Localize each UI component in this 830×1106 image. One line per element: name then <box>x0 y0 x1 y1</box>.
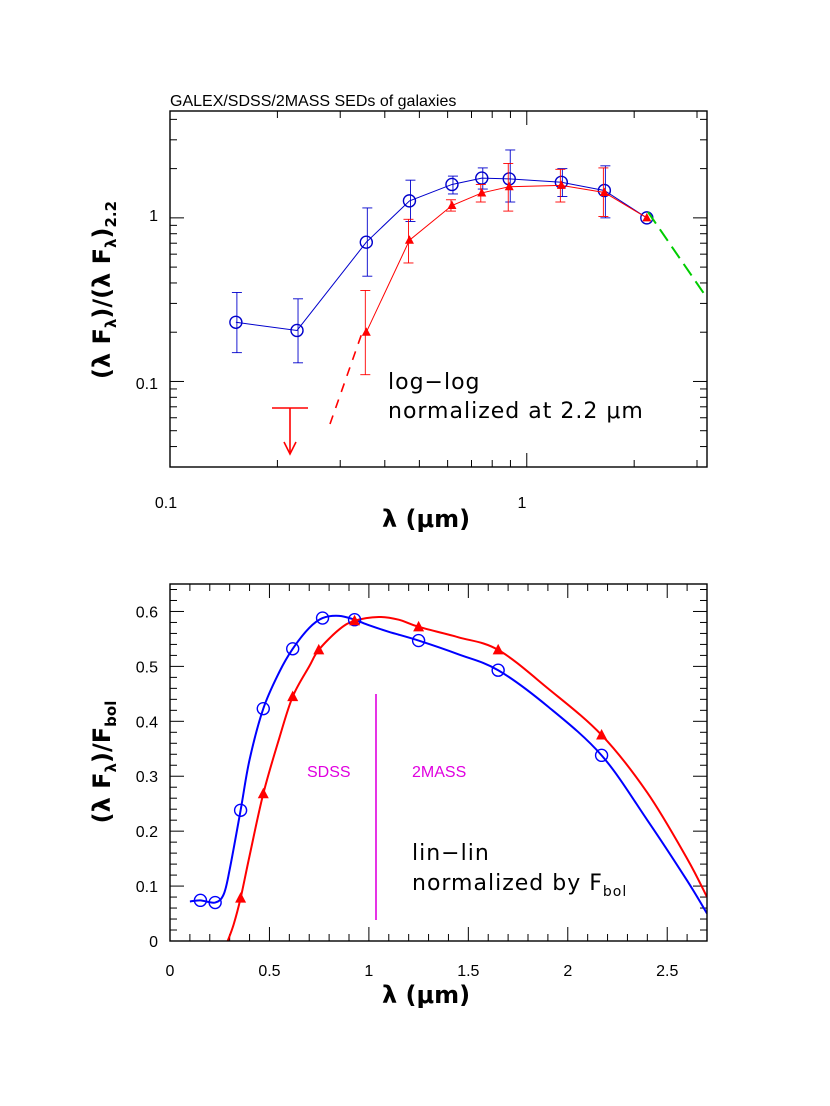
bottom-x-tick-label: 1 <box>364 963 373 980</box>
blue-circle-marker <box>359 235 374 249</box>
blue-circle-marker <box>208 895 222 910</box>
bottom-series-group <box>189 611 707 941</box>
red-triangle-marker <box>349 614 361 626</box>
top-chart-title: GALEX/SDSS/2MASS SEDs of galaxies <box>170 93 456 110</box>
top-y-tick-label: 0.1 <box>136 376 158 393</box>
red-triangle-marker <box>477 187 487 197</box>
bottom-x-tick-label: 2.5 <box>656 963 678 980</box>
blue-circle-marker <box>597 183 612 198</box>
red-triangle-marker <box>361 327 371 336</box>
top-x-tick-label: 0.1 <box>155 495 177 512</box>
blue-circle-marker <box>193 893 208 908</box>
red-triangle-marker <box>642 212 652 222</box>
blue-circle-marker <box>233 803 248 817</box>
red-triangle-marker <box>599 187 609 196</box>
blue-fit-curve <box>189 614 707 915</box>
red-extrapolation-dash <box>329 332 363 425</box>
top-annotation-line2: normalized at 2.2 μm <box>388 399 644 424</box>
blue-circle-marker <box>290 323 304 338</box>
bottom-y-tick-label: 0.4 <box>136 714 158 731</box>
red-triangle-marker <box>492 643 504 655</box>
blue-circle-marker <box>315 611 330 625</box>
red-triangle-marker <box>413 620 425 632</box>
green-extrapolation-dash <box>647 211 708 299</box>
red-triangle-marker <box>287 690 299 702</box>
bottom-x-axis-title: λ (μm) <box>382 981 470 1009</box>
top-annotation-line1: log−log <box>388 370 481 395</box>
blue-series-line <box>235 177 648 331</box>
bottom-x-tick-label: 2 <box>563 963 572 980</box>
bottom-tick-labels: 0 0.5 1 1.5 2 2.5 0 0.1 0.2 0.3 0.4 0.5 0.6 <box>136 604 679 980</box>
blue-circle-marker <box>347 613 362 627</box>
bottom-x-tick-label: 0.5 <box>258 963 280 980</box>
top-plot-frame <box>169 110 708 468</box>
red-triangle-marker <box>504 181 514 191</box>
blue-circle-marker <box>286 642 300 656</box>
bottom-plot-frame <box>169 583 708 942</box>
bottom-annotation-line2: normalized by Fbol <box>412 871 627 900</box>
sdss-region-label: SDSS <box>307 764 351 781</box>
red-triangle-marker <box>556 180 566 189</box>
red-triangle-marker <box>447 200 457 210</box>
red-triangle-marker <box>404 235 414 244</box>
bottom-y-tick-label: 0.2 <box>136 824 158 841</box>
bottom-y-tick-label: 0 <box>149 934 158 951</box>
blue-circle-marker <box>229 315 243 329</box>
top-axis-ticks <box>169 111 707 468</box>
blue-circle-marker <box>445 177 459 192</box>
bottom-y-tick-label: 0.3 <box>136 769 158 786</box>
bottom-annotation-line1: lin−lin <box>412 841 490 866</box>
blue-circle-marker <box>594 748 609 763</box>
top-x-axis-title: λ (μm) <box>382 505 470 533</box>
blue-circle-marker <box>256 701 270 716</box>
red-triangle-marker <box>596 729 608 740</box>
top-y-axis-title: (λ Fλ)/(λ Fλ)2.2 <box>88 201 120 379</box>
blue-circle-marker <box>411 633 426 648</box>
2mass-region-label: 2MASS <box>412 764 466 781</box>
blue-circle-marker <box>402 194 417 208</box>
bottom-y-tick-label: 0.6 <box>136 604 158 621</box>
upper-limit-arrow <box>272 407 308 456</box>
bottom-y-tick-label: 0.1 <box>136 879 158 896</box>
bottom-axis-ticks <box>169 584 708 942</box>
bottom-x-tick-label: 1.5 <box>457 963 479 980</box>
bottom-y-axis-title: (λ Fλ)/Fbol <box>88 701 120 824</box>
red-triangle-marker <box>235 892 247 903</box>
red-triangle-marker <box>257 787 269 799</box>
bottom-y-tick-label: 0.5 <box>136 659 158 676</box>
top-y-tick-label: 1 <box>149 208 158 225</box>
red-triangle-marker <box>313 643 325 655</box>
top-series-group <box>229 149 654 376</box>
red-series-line <box>365 184 648 333</box>
blue-circle-marker <box>491 663 505 677</box>
bottom-x-tick-label: 0 <box>166 963 175 980</box>
top-x-tick-label: 1 <box>518 495 527 512</box>
